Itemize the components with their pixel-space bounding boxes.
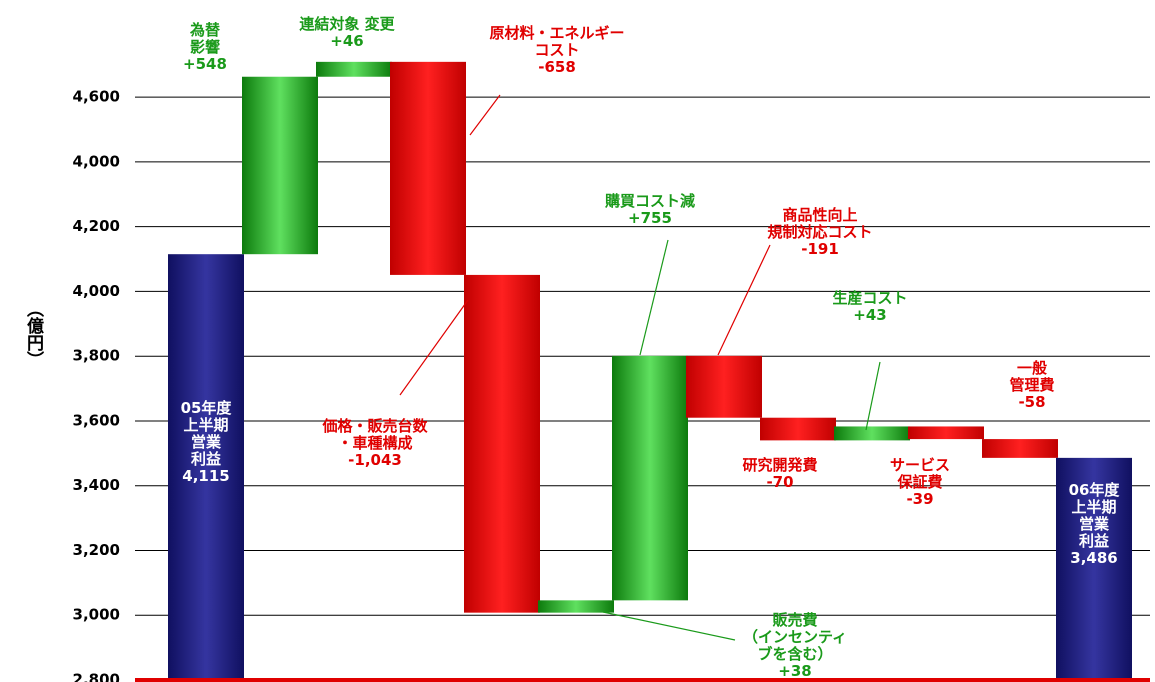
value-label: +43 [853,306,887,324]
leader-line [865,361,881,431]
bar [464,274,540,613]
value-label: 3,486 [1070,549,1118,567]
data-label: 06年度 上半期 営業 利益 3,486 [1069,482,1120,567]
value-label: +46 [330,32,364,50]
y-tick-label: 3,200 [73,541,120,559]
category-label: サービス 保証費 [889,456,951,491]
category-label: 連結対象 変更 [299,15,395,33]
data-label: 価格・販売台数 ・車種構成 -1,043 [322,418,427,469]
y-axis-label: （億円） [23,300,43,368]
value-label: -39 [906,490,934,508]
bar [686,355,762,418]
value-label: -1,043 [348,451,402,469]
bar [760,417,836,441]
y-tick-label: 2,800 [73,671,120,682]
category-label: 研究開発費 [742,456,818,474]
data-label: 商品性向上 規制対応コスト -191 [767,207,872,258]
y-tick-label: 4,200 [73,217,120,235]
leader-line [399,299,469,396]
bar [168,254,244,680]
data-label: 生産コスト +43 [832,290,907,324]
bar [390,61,466,275]
bar [538,600,614,613]
category-label: 05年度 上半期 営業 利益 [180,399,232,468]
y-tick-label: 4,600 [73,88,120,106]
y-tick-label: 3,000 [73,606,120,624]
y-tick-label: 4,000 [73,282,120,300]
data-label: 販売費 （インセンティ ブを含む） +38 [743,612,847,680]
category-label: 原材料・エネルギー コスト [489,24,625,59]
data-label: 為替 影響 +548 [183,22,227,73]
value-label: +548 [183,55,227,73]
data-label: 連結対象 変更 +46 [299,16,394,50]
bar [834,426,910,441]
leader-line [469,94,501,136]
category-label: 価格・販売台数 ・車種構成 [322,417,428,452]
data-label: 研究開発費 -70 [742,457,817,491]
value-label: +755 [628,209,672,227]
data-label: 05年度 上半期 営業 利益 4,115 [181,400,232,485]
value-label: -191 [801,240,839,258]
data-label: 一般 管理費 -58 [1009,360,1054,411]
leader-line [602,611,736,641]
y-tick-label: 3,600 [73,411,120,429]
data-label: 購買コスト減 +755 [605,193,695,227]
leader-line [639,239,669,356]
bar [1056,457,1132,680]
category-label: 販売費 （インセンティ ブを含む） [742,611,848,663]
bar [908,426,984,440]
value-label: +38 [778,662,812,680]
bar [316,61,392,77]
value-label: -658 [538,58,576,76]
category-label: 一般 管理費 [1009,359,1055,394]
y-tick-label: 3,800 [73,347,120,365]
data-label: サービス 保証費 -39 [890,457,950,508]
value-label: 4,115 [182,467,230,485]
category-label: 購買コスト減 [604,192,696,210]
bar [612,355,688,601]
category-label: 商品性向上 規制対応コスト [767,206,873,241]
bar [982,439,1058,458]
y-tick-label: 3,400 [73,476,120,494]
leader-line [717,244,771,356]
y-tick-label: 4,000 [73,152,120,170]
value-label: -70 [766,473,794,491]
value-label: -58 [1018,393,1046,411]
category-label: 為替 影響 [189,21,221,56]
category-label: 06年度 上半期 営業 利益 [1068,481,1120,550]
category-label: 生産コスト [832,289,908,307]
data-label: 原材料・エネルギー コスト -658 [489,25,624,76]
bar [242,76,318,255]
